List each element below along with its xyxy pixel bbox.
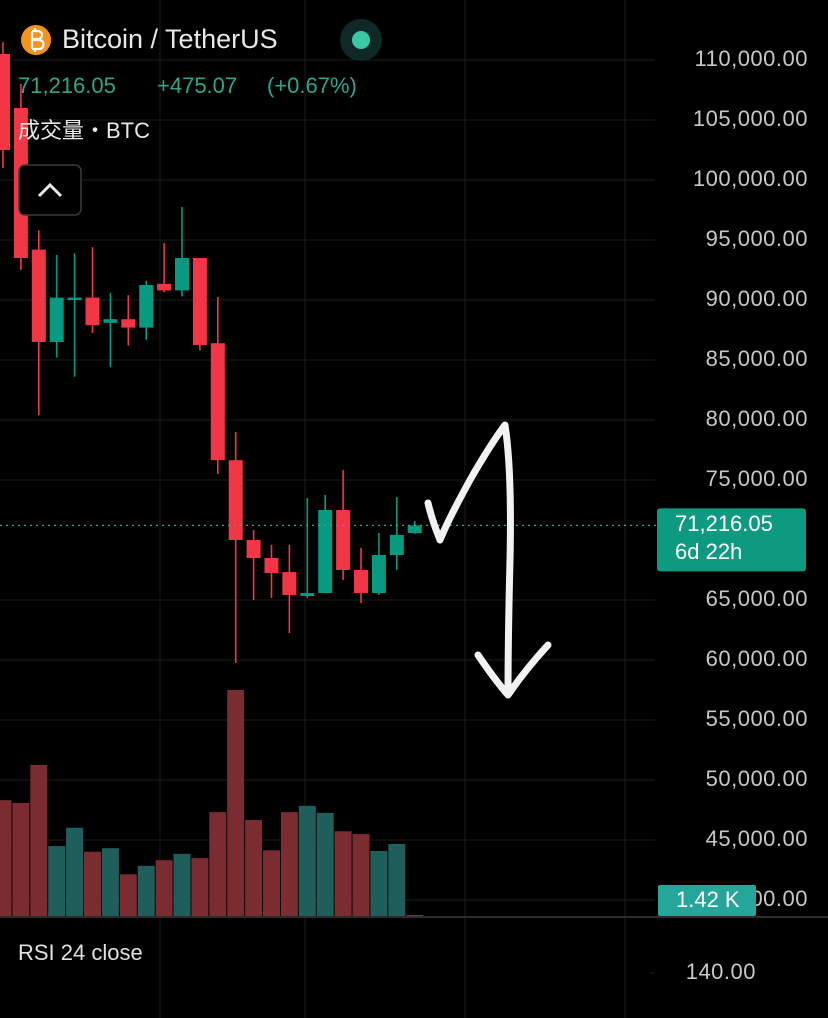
volume-bar <box>263 850 280 916</box>
y-tick-label: 85,000.00 <box>706 346 808 371</box>
collapse-button[interactable] <box>18 164 82 216</box>
candle-body <box>175 258 189 291</box>
volume-tag-label: 1.42 K <box>676 887 740 912</box>
volume-bar <box>66 827 84 916</box>
y-tick-label: 75,000.00 <box>706 466 808 491</box>
price-tag-value: 71,216.05 <box>675 511 773 536</box>
volume-bar <box>155 860 173 916</box>
candle-body <box>407 525 422 534</box>
volume-bar <box>316 812 334 916</box>
volume-bar <box>406 914 424 916</box>
candle-body <box>354 570 368 594</box>
candle-body <box>300 593 315 597</box>
volume-bar <box>101 848 119 916</box>
volume-bar <box>298 805 316 916</box>
volume-bar <box>334 831 352 916</box>
candle-body <box>318 510 333 594</box>
status-dot <box>352 31 370 49</box>
candle-body <box>67 297 82 301</box>
symbol-title: Bitcoin / TetherUS <box>62 24 278 54</box>
chevron-up <box>37 182 63 198</box>
volume-bar <box>0 800 12 916</box>
price-change: +475.07 <box>157 73 237 98</box>
last-price: 71,216.05 <box>18 73 116 98</box>
volume-bar <box>191 858 209 916</box>
rsi-tick-label: 140.00 <box>686 959 756 984</box>
y-tick-label: 100,000.00 <box>693 166 808 191</box>
candle-body <box>264 558 279 574</box>
volume-bar <box>119 874 137 916</box>
volume-bar <box>84 851 101 916</box>
candle-body <box>371 555 386 594</box>
price-tag-countdown: 6d 22h <box>675 539 742 564</box>
candle-body <box>389 534 404 556</box>
candle-body <box>49 297 64 343</box>
volume-bar <box>388 843 406 916</box>
y-tick-label: 50,000.00 <box>706 766 808 791</box>
candle-body <box>282 572 297 595</box>
y-tick-label: 45,000.00 <box>706 826 808 851</box>
volume-bar <box>30 764 48 916</box>
drawn-arrow <box>424 421 552 699</box>
candle-body <box>0 54 10 151</box>
candle-body <box>228 460 243 541</box>
candle-body <box>103 319 118 323</box>
volume-bar <box>12 803 30 916</box>
y-tick-label: 55,000.00 <box>706 706 808 731</box>
volume-bar <box>48 846 66 916</box>
volume-bar <box>173 853 191 916</box>
volume-bar <box>370 851 388 916</box>
volume-bar <box>227 690 245 916</box>
candle-body <box>121 319 136 328</box>
y-tick-label: 95,000.00 <box>706 226 808 251</box>
y-tick-label: 110,000.00 <box>695 46 808 71</box>
y-tick-label: 105,000.00 <box>693 106 808 131</box>
volume-bar <box>209 812 227 916</box>
candle-body <box>139 285 154 328</box>
candle-body <box>157 283 172 291</box>
volume-bar <box>245 819 263 916</box>
price-change-pct: (+0.67%) <box>267 73 357 98</box>
candle-body <box>336 510 351 571</box>
y-tick-label: 80,000.00 <box>706 406 808 431</box>
coin-glyph <box>30 28 45 52</box>
volume-tag <box>658 885 756 916</box>
candle-body <box>31 249 46 343</box>
candle-body <box>85 297 100 326</box>
candle-body <box>246 540 261 559</box>
volume-bar <box>137 865 155 916</box>
rsi-label: RSI 24 close <box>18 940 143 965</box>
grid <box>159 0 626 1018</box>
candle-body <box>210 343 225 461</box>
y-tick-label: 65,000.00 <box>706 586 808 611</box>
volume-bar <box>352 834 370 916</box>
y-tick-label: 90,000.00 <box>706 286 808 311</box>
volume-title: 成交量・BTC <box>18 118 150 143</box>
plot <box>0 42 657 916</box>
price-tag <box>657 508 806 572</box>
candle-body <box>192 258 207 346</box>
volume-bar <box>280 812 298 916</box>
y-tick-label: 60,000.00 <box>706 646 808 671</box>
